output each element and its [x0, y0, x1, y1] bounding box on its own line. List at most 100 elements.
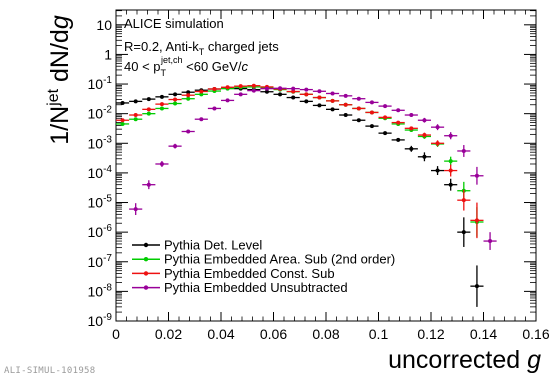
- data-point: [317, 95, 322, 100]
- data-point: [461, 148, 466, 153]
- data-point: [212, 106, 217, 111]
- data-point: [186, 93, 191, 98]
- data-point: [474, 173, 479, 178]
- y-tick-label: 10-8: [88, 282, 113, 299]
- data-point: [146, 97, 151, 102]
- data-point: [409, 126, 414, 131]
- data-point: [173, 101, 178, 106]
- series-3: [129, 86, 497, 250]
- data-point: [343, 93, 348, 98]
- data-point: [409, 146, 414, 151]
- data-point: [264, 86, 269, 91]
- data-point: [304, 87, 309, 92]
- data-point: [488, 239, 493, 244]
- data-point: [199, 89, 204, 94]
- data-point: [251, 88, 256, 93]
- data-point: [317, 103, 322, 108]
- data-point: [435, 125, 440, 130]
- data-point: [422, 154, 427, 159]
- data-point: [396, 108, 401, 113]
- data-point: [146, 107, 151, 112]
- y-tick-label: 10-6: [88, 223, 113, 240]
- data-point: [422, 118, 427, 123]
- data-point: [278, 92, 283, 97]
- annotations: ALICE simulation R=0.2, Anti-kT charged …: [124, 16, 279, 78]
- data-point: [461, 230, 466, 235]
- data-point: [199, 92, 204, 97]
- legend-label: Pythia Embedded Const. Sub: [164, 266, 335, 281]
- legend-label: Pythia Det. Level: [164, 238, 262, 253]
- y-tick-label: 10-3: [88, 134, 113, 151]
- axis-ticks: [115, 10, 537, 322]
- annotation-line-3: 40 < pTjet,ch <60 GeV/c: [124, 55, 248, 78]
- data-point: [173, 92, 178, 97]
- data-point: [251, 83, 256, 88]
- data-point: [435, 141, 440, 146]
- data-point: [343, 102, 348, 107]
- series-1: [116, 84, 484, 237]
- x-tick-label: 0.1: [369, 326, 389, 342]
- x-tick-label: 0.16: [522, 326, 549, 342]
- data-point: [383, 115, 388, 120]
- x-tick-label: 0: [112, 326, 120, 342]
- data-point: [369, 124, 374, 129]
- data-point: [133, 113, 138, 118]
- data-point: [133, 117, 138, 122]
- x-tick-label: 0.06: [260, 326, 287, 342]
- y-tick-label: 10: [96, 17, 112, 33]
- legend-marker: [143, 257, 149, 262]
- x-axis-title: uncorrected g: [388, 346, 541, 374]
- data-point: [474, 284, 479, 289]
- data-point: [225, 98, 230, 103]
- y-tick-label: 10-7: [88, 253, 113, 270]
- data-marks: [116, 83, 497, 307]
- data-point: [343, 113, 348, 118]
- data-point: [159, 94, 164, 99]
- data-point: [291, 95, 296, 100]
- x-tick-label: 0.14: [470, 326, 497, 342]
- data-point: [383, 131, 388, 136]
- data-point: [133, 207, 138, 212]
- data-point: [186, 90, 191, 95]
- series-2: [116, 83, 484, 239]
- data-point: [474, 218, 479, 223]
- svg-text:uncorrected g: uncorrected g: [388, 346, 541, 374]
- y-tick-label: 1: [104, 46, 112, 62]
- legend-marker: [143, 242, 149, 248]
- data-point: [173, 144, 178, 149]
- data-point: [133, 99, 138, 104]
- data-point: [448, 159, 453, 164]
- data-point: [291, 89, 296, 94]
- data-point: [186, 129, 191, 134]
- svg-text:1/Njet dN/dg: 1/Njet dN/dg: [45, 15, 74, 145]
- data-point: [422, 133, 427, 138]
- x-tick-label: 0.12: [417, 326, 444, 342]
- data-point: [330, 98, 335, 103]
- data-point: [278, 86, 283, 91]
- annotation-line-1: ALICE simulation: [124, 16, 224, 31]
- data-point: [264, 89, 269, 94]
- data-point: [238, 92, 243, 97]
- y-tick-label: 10-9: [88, 312, 113, 329]
- data-point: [396, 120, 401, 125]
- legend-label: Pythia Embedded Unsubtracted: [164, 280, 348, 295]
- data-point: [356, 96, 361, 101]
- data-point: [448, 182, 453, 187]
- data-point: [304, 99, 309, 104]
- y-tick-label: 10-4: [88, 164, 113, 181]
- data-point: [146, 111, 151, 116]
- legend-label: Pythia Embedded Area. Sub (2nd order): [164, 252, 395, 267]
- data-point: [159, 106, 164, 111]
- data-point: [356, 106, 361, 111]
- data-point: [448, 133, 453, 138]
- data-point: [461, 198, 466, 203]
- data-point: [317, 89, 322, 94]
- data-point: [304, 92, 309, 97]
- y-axis-title: 1/Njet dN/dg: [45, 15, 74, 145]
- data-point: [435, 168, 440, 173]
- legend-marker: [143, 271, 149, 276]
- data-point: [173, 97, 178, 102]
- data-point: [159, 102, 164, 107]
